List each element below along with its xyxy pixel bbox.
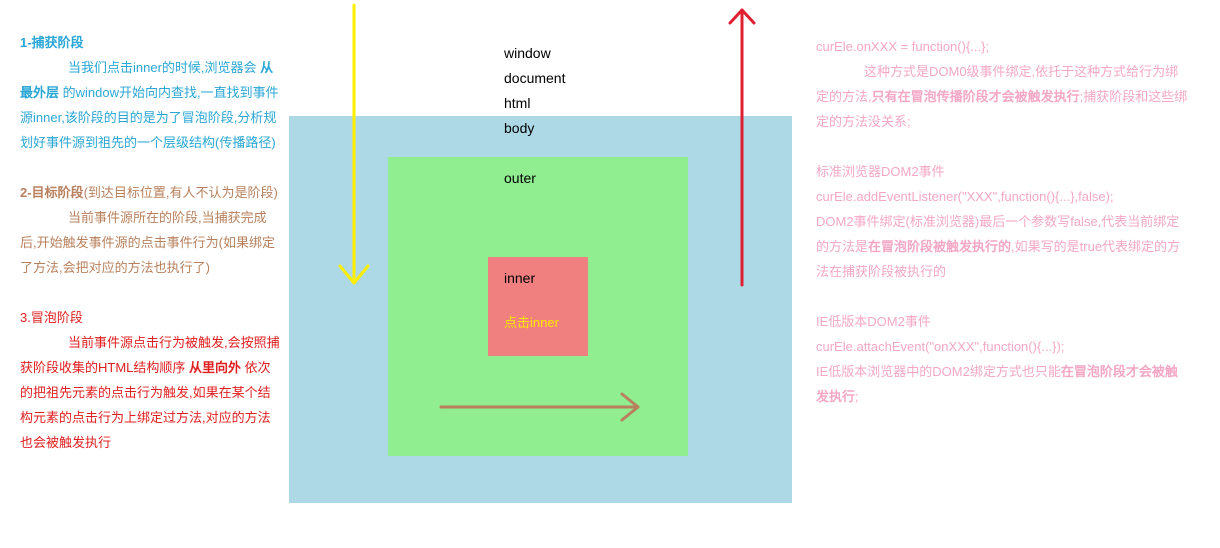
bubble-bold: 从里向外 <box>189 360 242 375</box>
target-arrow <box>439 392 640 422</box>
dom0-code: curEle.onXXX = function(){...}; <box>816 39 990 54</box>
ie-section: IE低版本DOM2事件 curEle.attachEvent("onXXX",f… <box>816 309 1188 409</box>
dom2-text-1: DOM2事件绑定(标准浏览器)最后一个参数写false,代表当前绑定的方法是 <box>816 214 1180 254</box>
bubble-text-1: 当前事件源点击行为被触发,会按照捕获阶段收集的HTML结构顺序 <box>20 335 280 375</box>
ie-code: curEle.attachEvent("onXXX",function(){..… <box>816 339 1065 354</box>
dom2-title: 标准浏览器DOM2事件 <box>816 164 945 179</box>
ie-title: IE低版本DOM2事件 <box>816 314 931 329</box>
target-heading-note: (到达目标位置,有人不认为是阶段) <box>83 185 278 200</box>
bubble-heading: 3.冒泡阶段 <box>20 310 83 325</box>
html-label: html <box>504 95 531 111</box>
capture-bold: 从最外层 <box>20 60 274 100</box>
phases-column: 1-捕获阶段 当我们点击inner的时候,浏览器会 从最外层 的window开始… <box>20 30 282 455</box>
binding-notes-column: curEle.onXXX = function(){...}; 这种方式是DOM… <box>816 34 1188 409</box>
capture-heading: 1-捕获阶段 <box>20 35 84 50</box>
target-section: 2-目标阶段(到达目标位置,有人不认为是阶段) 当前事件源所在的阶段,当捕获完成… <box>20 180 282 280</box>
document-label: document <box>504 70 566 86</box>
bubble-arrow <box>728 8 756 287</box>
dom2-section: 标准浏览器DOM2事件 curEle.addEventListener("XXX… <box>816 159 1188 284</box>
click-inner-label[interactable]: 点击inner <box>504 315 559 330</box>
dom2-code: curEle.addEventListener("XXX",function()… <box>816 189 1114 204</box>
capture-text-2: 的window开始向内查找,一直找到事件源inner,该阶段的目的是为了冒泡阶段… <box>20 85 279 150</box>
dom0-section: curEle.onXXX = function(){...}; 这种方式是DOM… <box>816 34 1188 134</box>
inner-box[interactable] <box>488 257 588 356</box>
dom0-text-2: ;捕获阶段和这些绑定的方法没关系; <box>816 89 1188 129</box>
dom0-bold: 只有在冒泡传播阶段才会被触发执行 <box>871 89 1080 104</box>
dom2-text-2: ,如果写的是true代表绑定的方法在捕获阶段被执行的 <box>816 239 1181 279</box>
inner-label: inner <box>504 270 536 286</box>
dom0-text-1: 这种方式是DOM0级事件绑定,依托于这种方式给行为绑定的方法, <box>816 64 1179 104</box>
ie-text-1: IE低版本浏览器中的DOM2绑定方式也只能 <box>816 364 1061 379</box>
ie-text-2: ; <box>855 389 859 404</box>
capture-section: 1-捕获阶段 当我们点击inner的时候,浏览器会 从最外层 的window开始… <box>20 30 282 155</box>
bubble-text-2: 依次的把祖先元素的点击行为触发,如果在某个结构元素的点击行为上绑定过方法,对应的… <box>20 360 271 450</box>
window-label: window <box>504 45 551 61</box>
dom2-bold: 在冒泡阶段被触发执行的 <box>868 239 1012 254</box>
ie-bold: 在冒泡阶段才会被触发执行 <box>816 364 1178 404</box>
outer-label: outer <box>504 170 536 186</box>
bubble-section: 3.冒泡阶段 当前事件源点击行为被触发,会按照捕获阶段收集的HTML结构顺序 从… <box>20 305 282 455</box>
capture-text-1: 当我们点击inner的时候,浏览器会 <box>68 60 257 75</box>
target-heading: 2-目标阶段 <box>20 185 84 200</box>
target-text: 当前事件源所在的阶段,当捕获完成后,开始触发事件源的点击事件行为(如果绑定了方法… <box>20 210 275 275</box>
capture-arrow <box>338 3 370 285</box>
body-label: body <box>504 120 535 136</box>
